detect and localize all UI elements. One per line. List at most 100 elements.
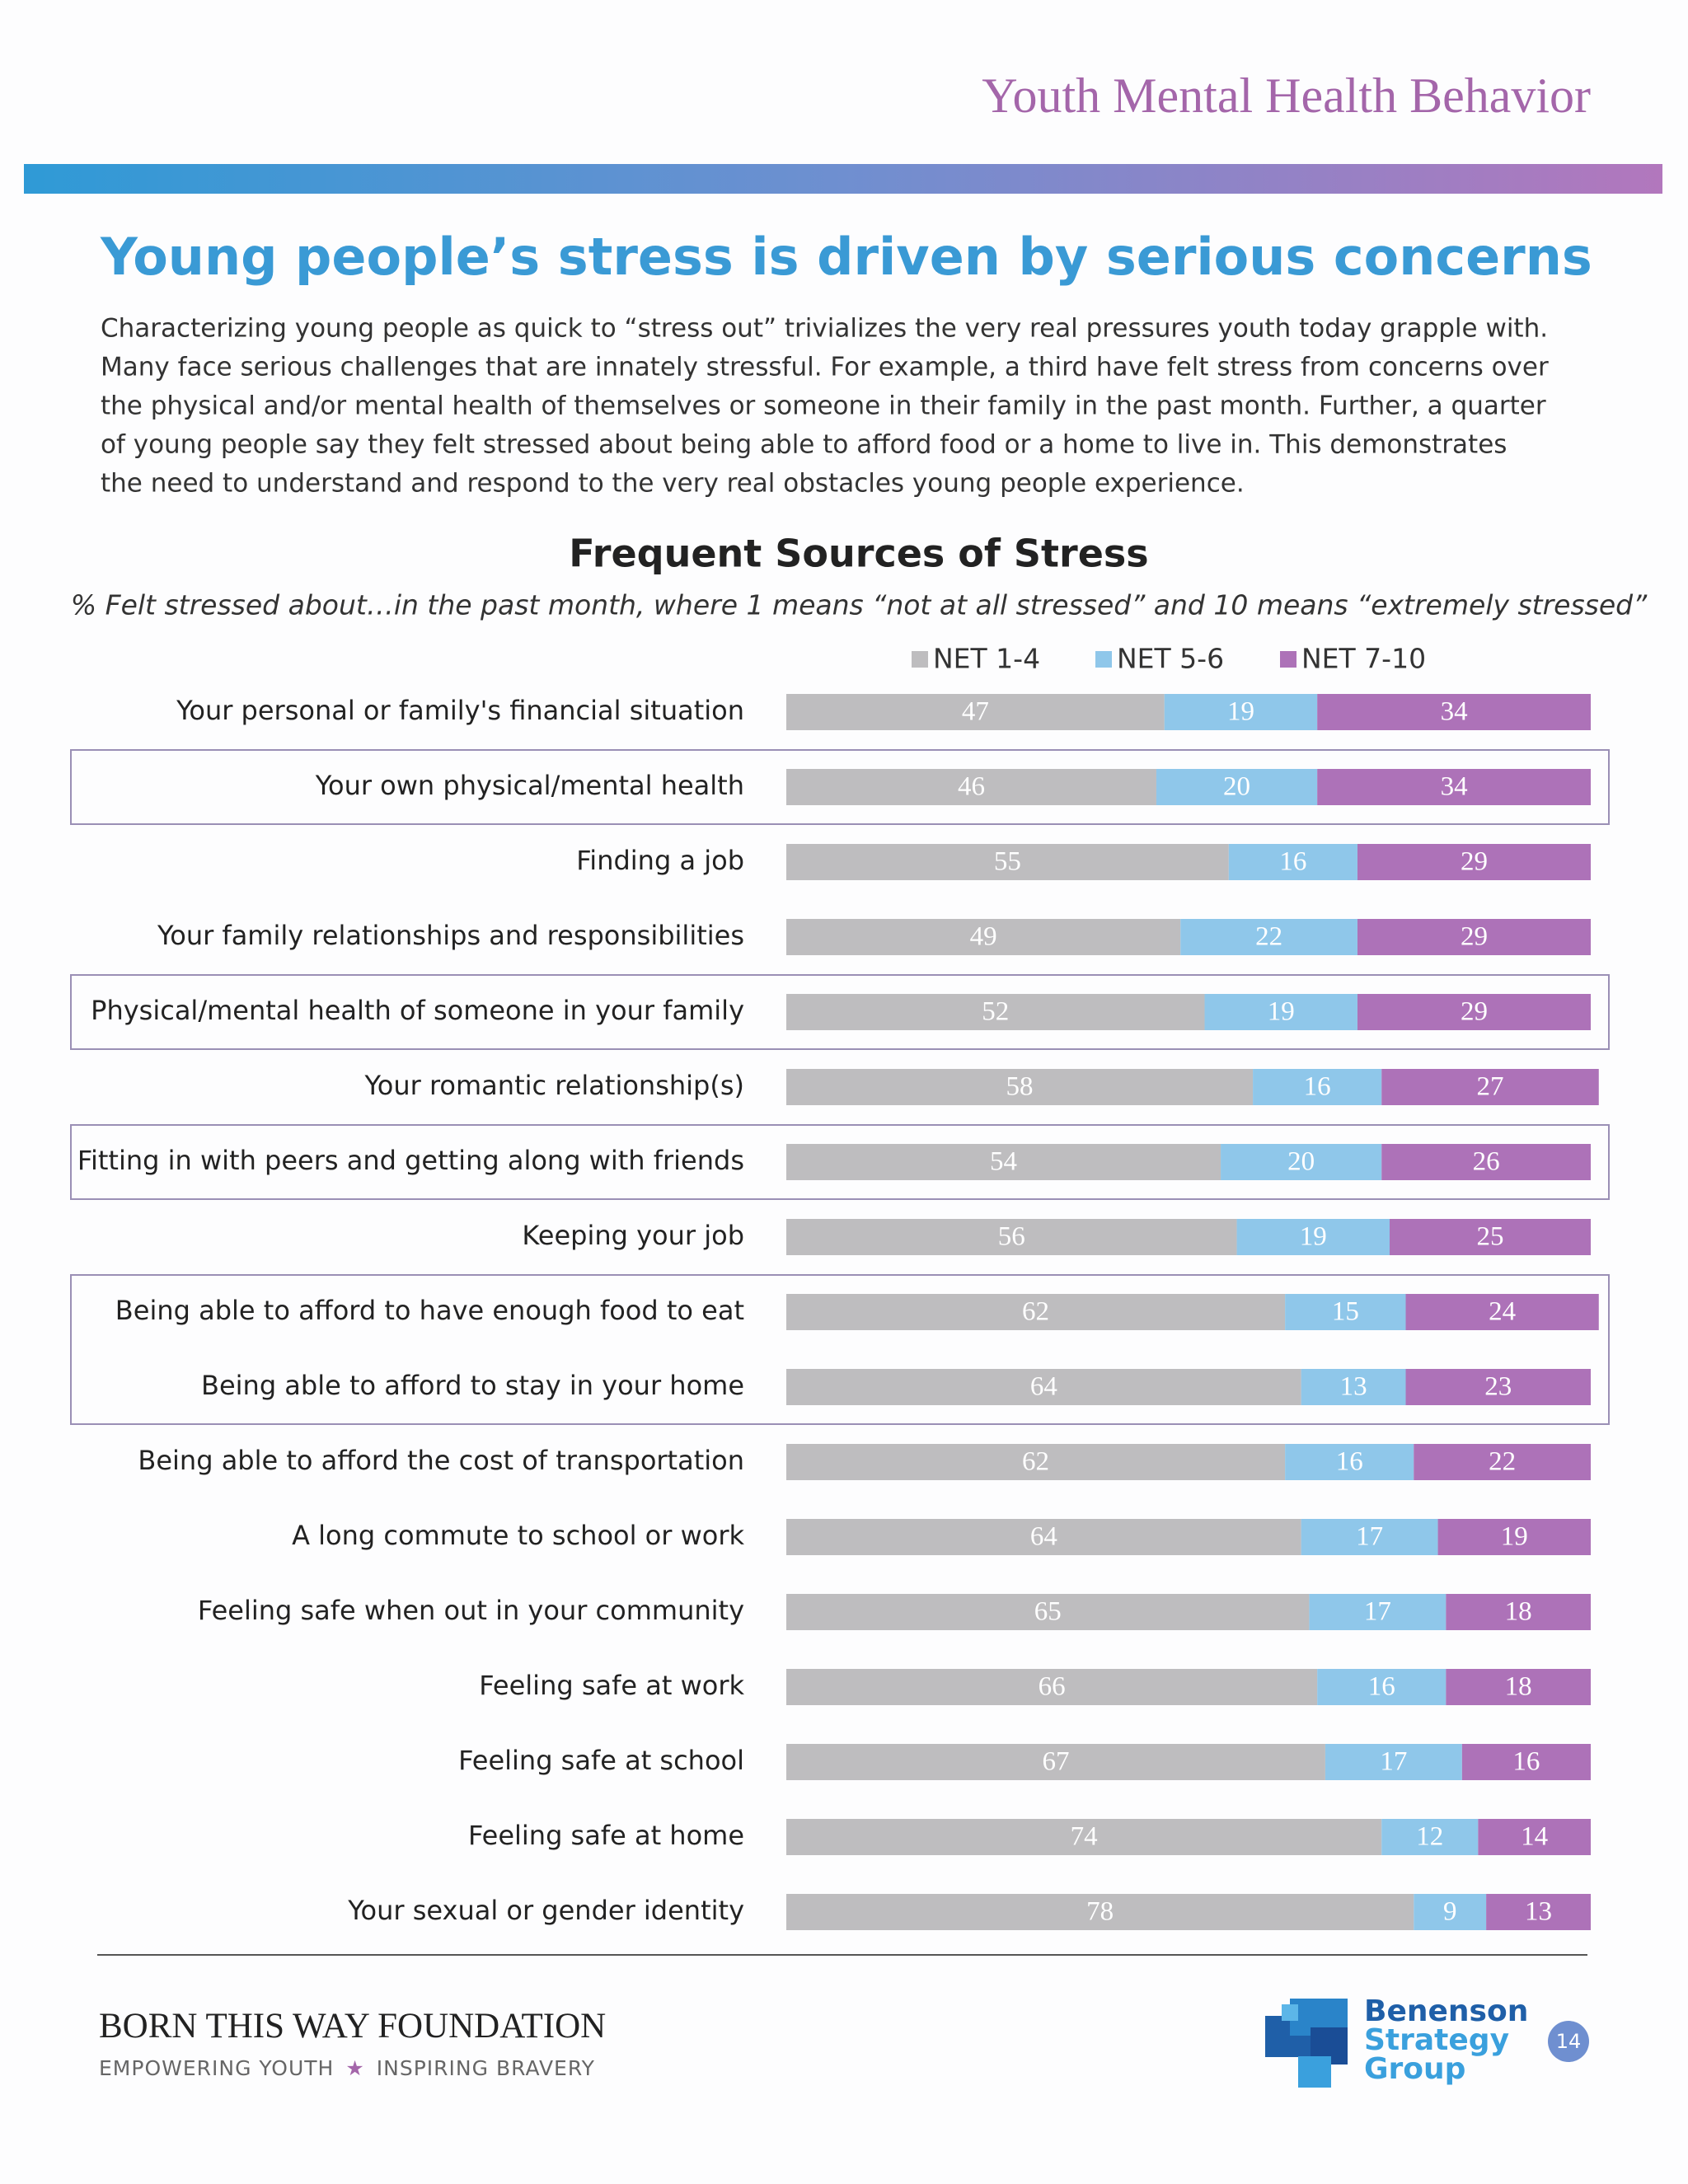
bar-segment: [1414, 1444, 1591, 1480]
highlight-box: [70, 974, 1610, 1050]
category-label: Fitting in with peers and getting along …: [77, 1145, 744, 1176]
category-label: Your own physical/mental health: [315, 770, 744, 801]
value-label: 56: [998, 1222, 1025, 1252]
category-label: Feeling safe at school: [458, 1745, 744, 1776]
value-label: 19: [1268, 997, 1295, 1027]
bar-segment: [786, 994, 1205, 1030]
category-label: Feeling safe when out in your community: [198, 1595, 744, 1626]
bar-segment: [1317, 769, 1591, 805]
bar-segment: [786, 769, 1156, 805]
page-badge: [1548, 2021, 1589, 2062]
bar-segment: [1478, 1819, 1591, 1855]
value-label: 9: [1443, 1897, 1457, 1927]
category-label: Your personal or family's financial situ…: [176, 695, 744, 726]
legend-label: NET 5-6: [1117, 643, 1224, 675]
logo-text: Benenson: [1364, 1994, 1528, 2028]
value-label: 17: [1380, 1747, 1407, 1777]
category-label: Physical/mental health of someone in you…: [91, 995, 744, 1026]
value-label: 23: [1484, 1372, 1512, 1402]
value-label: 62: [1022, 1297, 1049, 1327]
value-label: 15: [1332, 1297, 1359, 1327]
bar-segment: [786, 1144, 1221, 1180]
highlight-box: [70, 1124, 1610, 1200]
bar-segment: [1180, 919, 1357, 955]
bar-segment: [1461, 1744, 1591, 1780]
bar-segment: [1317, 694, 1591, 730]
bar-segment: [1285, 1444, 1414, 1480]
value-label: 64: [1030, 1372, 1057, 1402]
chart-subtitle: % Felt stressed about…in the past month,…: [71, 589, 1648, 621]
bar-segment: [786, 919, 1181, 955]
logo-text: Group: [1364, 2052, 1465, 2086]
value-label: 64: [1030, 1522, 1057, 1552]
bar-segment: [1164, 694, 1318, 730]
value-label: 16: [1336, 1447, 1363, 1477]
paragraph: Characterizing young people as quick to …: [101, 314, 1549, 499]
category-label: Feeling safe at home: [468, 1820, 744, 1851]
bar-segment: [786, 1819, 1382, 1855]
bar-segment: [786, 1744, 1325, 1780]
value-label: 29: [1461, 847, 1488, 877]
value-label: 74: [1071, 1822, 1098, 1852]
tagline-left: EMPOWERING YOUTH: [99, 2056, 334, 2080]
value-label: 18: [1505, 1597, 1532, 1627]
legend-label: NET 1-4: [933, 643, 1040, 675]
bar-segment: [1301, 1369, 1406, 1405]
highlight-box: [70, 1274, 1610, 1425]
bar-segment: [1236, 1219, 1390, 1255]
value-label: 17: [1356, 1522, 1383, 1552]
bar-segment: [1317, 1669, 1447, 1705]
category-label: Being able to afford to stay in your hom…: [201, 1370, 744, 1401]
category-label: Being able to afford the cost of transpo…: [138, 1445, 744, 1476]
page-number: 14: [1556, 2030, 1582, 2053]
category-label: A long commute to school or work: [292, 1520, 744, 1551]
value-label: 34: [1441, 772, 1468, 802]
value-label: 49: [970, 922, 997, 952]
value-label: 16: [1512, 1747, 1540, 1777]
value-label: 26: [1473, 1147, 1500, 1177]
paragraph-line: the need to understand and respond to th…: [101, 469, 1245, 499]
value-label: 52: [982, 997, 1009, 1027]
value-label: 14: [1521, 1822, 1548, 1852]
bar-segment: [786, 1894, 1414, 1930]
paragraph-line: Characterizing young people as quick to …: [101, 314, 1548, 344]
value-label: 18: [1505, 1672, 1532, 1702]
value-label: 22: [1489, 1447, 1516, 1477]
value-label: 58: [1006, 1072, 1034, 1102]
value-label: 19: [1227, 697, 1254, 727]
value-label: 34: [1441, 697, 1468, 727]
bar-segment: [786, 694, 1165, 730]
tagline-right: INSPIRING BRAVERY: [377, 2056, 595, 2080]
bar-segment: [1446, 1594, 1591, 1630]
page-title: Young people’s stress is driven by serio…: [100, 227, 1592, 287]
value-label: 67: [1042, 1747, 1069, 1777]
value-label: 22: [1255, 922, 1282, 952]
value-label: 20: [1223, 772, 1250, 802]
value-label: 13: [1340, 1372, 1367, 1402]
bar-segment: [1309, 1594, 1447, 1630]
star: ★: [345, 2056, 364, 2080]
bar-segment: [1414, 1894, 1487, 1930]
bar-segment: [786, 1594, 1310, 1630]
section-title: Youth Mental Health Behavior: [982, 68, 1591, 123]
bar-segment: [1446, 1669, 1591, 1705]
value-label: 29: [1461, 997, 1488, 1027]
value-label: 66: [1039, 1672, 1066, 1702]
bar-segment: [1381, 1819, 1479, 1855]
bar-segment: [1325, 1744, 1462, 1780]
bar-segment: [1405, 1294, 1599, 1330]
value-label: 16: [1279, 847, 1306, 877]
category-label: Being able to afford to have enough food…: [115, 1295, 744, 1326]
bar-segment: [786, 1519, 1301, 1555]
value-label: 78: [1086, 1897, 1114, 1927]
bar-segment: [1437, 1519, 1591, 1555]
bar-segment: [1156, 769, 1318, 805]
value-label: 62: [1022, 1447, 1049, 1477]
bar-segment: [1381, 1069, 1599, 1105]
bar-segment: [1357, 844, 1591, 880]
bar-segment: [1486, 1894, 1591, 1930]
value-label: 17: [1364, 1597, 1391, 1627]
bar-segment: [1285, 1294, 1406, 1330]
bar-segment: [786, 1069, 1254, 1105]
